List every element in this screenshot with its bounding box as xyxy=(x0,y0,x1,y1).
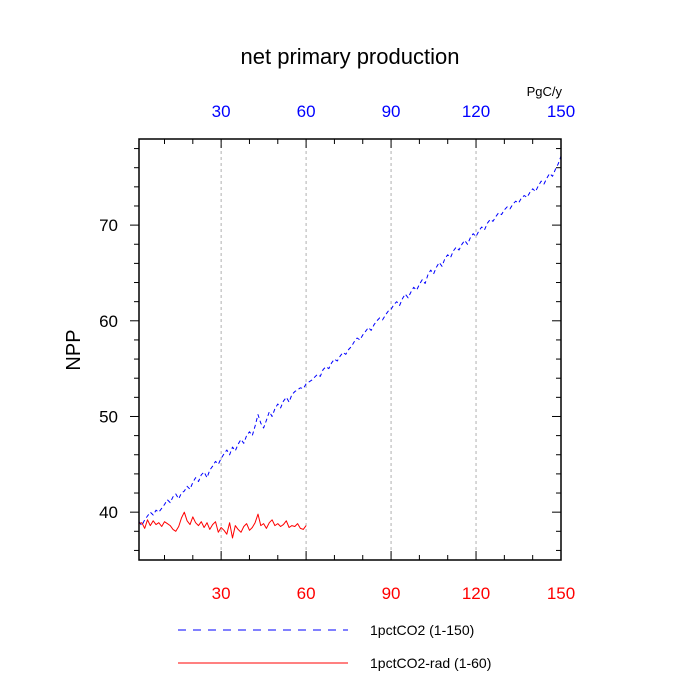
chart-title: net primary production xyxy=(241,44,460,69)
x-tick-label-bottom-90: 90 xyxy=(382,584,401,603)
y-tick-label-50: 50 xyxy=(99,407,118,426)
plot-frame xyxy=(138,138,562,561)
x-tick-label-bottom-30: 30 xyxy=(212,584,231,603)
x-tick-label-top-30: 30 xyxy=(212,102,231,121)
x-tick-label-bottom-120: 120 xyxy=(462,584,490,603)
legend: 1pctCO2 (1-150) 1pctCO2-rad (1-60) xyxy=(178,622,491,671)
x-tick-label-top-150: 150 xyxy=(547,102,575,121)
units-label: PgC/y xyxy=(527,84,563,99)
y-tick-label-40: 40 xyxy=(99,503,118,522)
series-line-2 xyxy=(138,511,307,539)
legend-label-2: 1pctCO2-rad (1-60) xyxy=(370,655,491,671)
legend-label-1: 1pctCO2 (1-150) xyxy=(370,622,474,638)
x-tick-label-top-90: 90 xyxy=(382,102,401,121)
tick-labels: 30 60 90 120 150 30 60 90 120 150 40 50 60 70 xyxy=(99,102,575,603)
x-tick-label-bottom-60: 60 xyxy=(297,584,316,603)
series-line-1 xyxy=(138,156,562,527)
x-tick-label-top-60: 60 xyxy=(297,102,316,121)
x-tick-label-top-120: 120 xyxy=(462,102,490,121)
y-tick-label-60: 60 xyxy=(99,312,118,331)
series-lines xyxy=(138,156,562,539)
grid-lines xyxy=(220,139,477,560)
axis-ticks xyxy=(130,139,561,560)
y-tick-label-70: 70 xyxy=(99,216,118,235)
y-axis-label: NPP xyxy=(63,329,85,370)
x-tick-label-bottom-150: 150 xyxy=(547,584,575,603)
